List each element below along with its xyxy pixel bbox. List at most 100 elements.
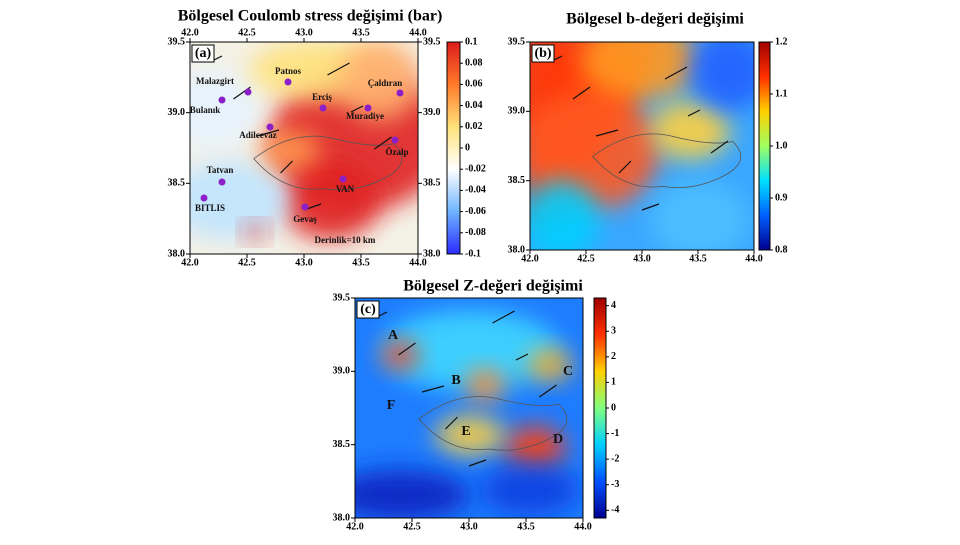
x-tick-label-top: 44.0 xyxy=(409,27,427,38)
fault-line xyxy=(280,160,293,174)
field-blob xyxy=(260,130,320,170)
fault-line xyxy=(641,203,660,211)
colorbar-tick-label: 3 xyxy=(611,326,616,337)
map-field xyxy=(190,42,418,254)
colorbar-tick-label: 1.1 xyxy=(775,88,788,99)
x-tick-label: 44.0 xyxy=(409,257,427,268)
place-label: Özalp xyxy=(385,147,408,157)
y-tick-label: 39.5 xyxy=(333,292,351,303)
colorbar-tick-label: 0 xyxy=(465,142,470,153)
y-tick-label: 39.0 xyxy=(333,366,351,377)
x-tick-label: 44.0 xyxy=(745,253,763,264)
x-tick-label: 43.5 xyxy=(689,253,707,264)
city-marker xyxy=(319,104,327,112)
fault-line xyxy=(618,160,632,174)
x-tick-label: 43.0 xyxy=(633,253,651,264)
field-blob xyxy=(580,42,700,100)
y-tick-label: 39.5 xyxy=(508,36,526,47)
colorbar-tick-label: 0.9 xyxy=(775,192,788,203)
field-blob xyxy=(190,70,260,150)
lake-outline xyxy=(592,133,742,189)
field-blob xyxy=(530,180,600,250)
x-tick-label: 43.0 xyxy=(295,257,313,268)
fault-line xyxy=(595,129,619,137)
colorbar-tick-label: -1 xyxy=(611,428,619,439)
y-tick-label: 38.0 xyxy=(168,248,186,259)
place-label: Patnos xyxy=(275,66,302,76)
fault-line xyxy=(492,310,515,324)
x-tick-label: 42.5 xyxy=(577,253,595,264)
zone-label: A xyxy=(388,328,399,343)
field-blob xyxy=(690,42,754,110)
place-label: Gevaş xyxy=(293,214,317,224)
city-marker xyxy=(218,178,226,186)
colorbar-tick-label: 0.1 xyxy=(465,36,478,47)
place-label: Derinlik=10 km xyxy=(315,235,376,245)
field-blob xyxy=(480,465,580,515)
fault-line xyxy=(374,136,392,150)
city-marker xyxy=(339,175,347,183)
fault-line xyxy=(687,109,701,117)
field-blob xyxy=(380,310,560,390)
colorbar-tick-label: -2 xyxy=(611,453,619,464)
field-blob xyxy=(530,90,660,210)
colorbar-tick-label: -0.04 xyxy=(465,185,486,196)
y-tick-label: 39.5 xyxy=(168,36,186,47)
x-tick-label: 43.5 xyxy=(352,257,370,268)
colorbar-tick-label: 0.8 xyxy=(775,244,788,255)
place-label: Bulanık xyxy=(190,105,221,115)
y-tick-label: 38.0 xyxy=(333,512,351,523)
panel-label: (a) xyxy=(195,46,212,61)
panel-title: Bölgesel Z-değeri değişimi xyxy=(403,278,583,295)
fault-line xyxy=(327,62,350,76)
colorbar-tick-label: -0.06 xyxy=(465,206,486,217)
field-blob xyxy=(650,100,730,160)
x-tick-label: 42.5 xyxy=(403,521,421,532)
field-blob xyxy=(435,415,505,455)
zone-label: B xyxy=(451,373,460,388)
x-tick-label-top: 42.5 xyxy=(238,27,256,38)
field-blob xyxy=(280,160,380,240)
field-blob xyxy=(355,470,470,518)
place-label: Çaldıran xyxy=(368,78,403,88)
zone-label: F xyxy=(387,398,396,413)
field-blob xyxy=(465,369,505,401)
colorbar-tick-label: 4 xyxy=(611,300,616,311)
fault-line xyxy=(710,140,729,154)
x-tick-label: 43.5 xyxy=(517,521,535,532)
x-tick-label: 42.0 xyxy=(346,521,364,532)
panel-title: Bölgesel Coulomb stress değişimi (bar) xyxy=(178,8,443,25)
place-label: BITLIS xyxy=(195,203,225,213)
lake-outline xyxy=(418,396,568,451)
y-tick-label: 38.5 xyxy=(508,175,526,186)
colorbar-tick-label: 2 xyxy=(611,351,616,362)
map-field xyxy=(530,42,754,250)
city-marker xyxy=(391,136,399,144)
x-tick-label: 42.0 xyxy=(521,253,539,264)
y-tick-label: 38.0 xyxy=(508,244,526,255)
colorbar-tick-label: 1.0 xyxy=(775,140,788,151)
fault-line xyxy=(515,353,529,361)
x-tick-label: 44.0 xyxy=(574,521,592,532)
panel-label-box xyxy=(191,44,215,63)
panel-label-box xyxy=(356,300,380,319)
colorbar xyxy=(593,297,607,519)
colorbar xyxy=(446,41,461,255)
colorbar-tick-label: -3 xyxy=(611,479,619,490)
place-label: Muradiye xyxy=(346,111,384,121)
place-label: Tatvan xyxy=(207,165,234,175)
fault-line xyxy=(398,342,416,356)
colorbar-tick-label: 0.08 xyxy=(465,57,483,68)
colorbar-tick-label: -0.1 xyxy=(465,248,481,259)
city-marker xyxy=(284,78,292,86)
panel-label: (b) xyxy=(534,46,551,61)
place-label: Malazgirt xyxy=(196,76,234,86)
colorbar-tick-label: 1.2 xyxy=(775,36,788,47)
city-marker xyxy=(200,194,208,202)
colorbar-tick-label: 0.02 xyxy=(465,121,483,132)
panel-label: (c) xyxy=(360,302,376,317)
place-label: VAN xyxy=(336,184,355,194)
x-tick-label-top: 43.5 xyxy=(352,27,370,38)
lake-outline xyxy=(253,135,403,191)
